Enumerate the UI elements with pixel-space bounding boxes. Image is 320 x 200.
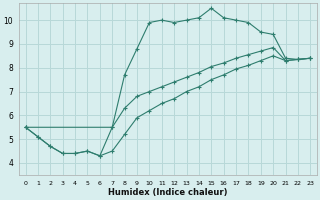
X-axis label: Humidex (Indice chaleur): Humidex (Indice chaleur) [108, 188, 228, 197]
